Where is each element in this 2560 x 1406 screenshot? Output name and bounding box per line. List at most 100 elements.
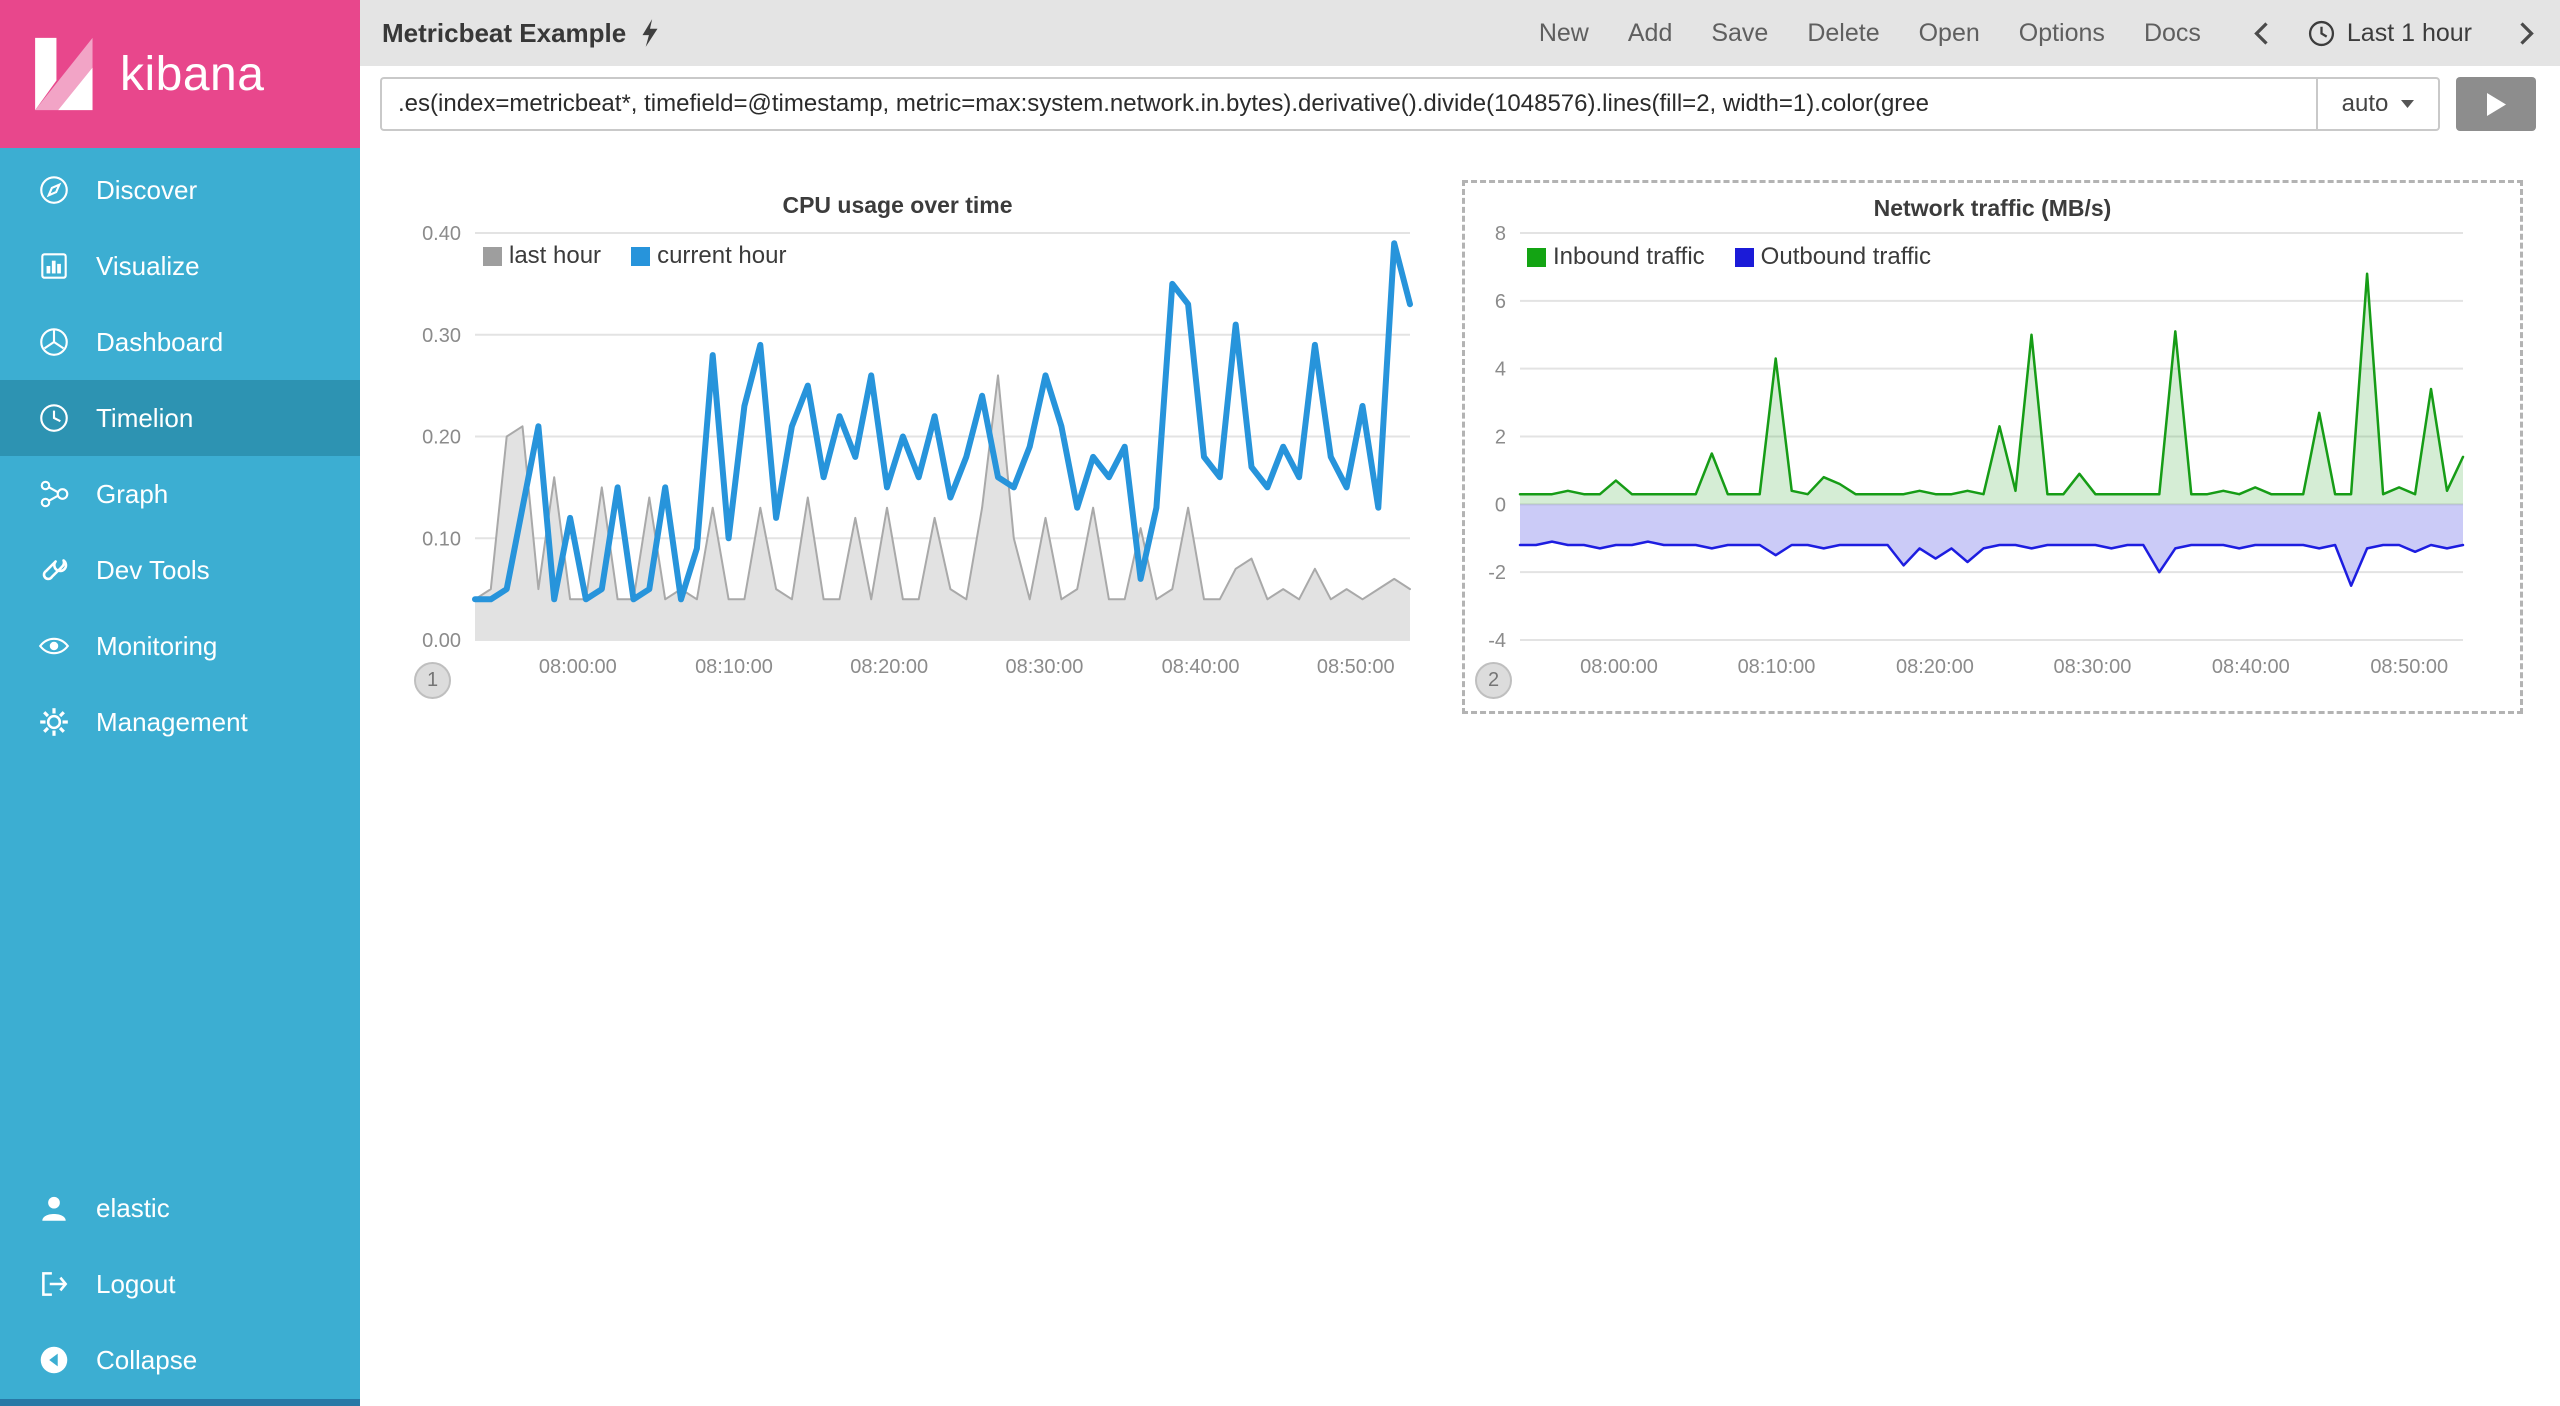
sidebar-item-label: Dashboard: [96, 326, 224, 357]
menu-item-new[interactable]: New: [1538, 18, 1589, 47]
svg-text:08:50:00: 08:50:00: [1317, 656, 1395, 678]
lightning-icon: [642, 19, 658, 47]
collapse-icon: [36, 1342, 72, 1378]
sidebar-item-logout[interactable]: Logout: [0, 1246, 360, 1322]
menu-item-docs[interactable]: Docs: [2143, 18, 2201, 47]
legend-item-inbound[interactable]: Inbound traffic: [1527, 243, 1705, 271]
chevron-left-icon: [2254, 21, 2268, 45]
svg-text:0.30: 0.30: [422, 325, 461, 347]
svg-text:0.10: 0.10: [422, 528, 461, 550]
legend-item-outbound[interactable]: Outbound traffic: [1734, 243, 1932, 271]
svg-text:8: 8: [1495, 223, 1506, 245]
sidebar-bottom-strip: [0, 1399, 360, 1406]
legend-swatch: [1734, 247, 1754, 267]
chart-title: CPU usage over time: [782, 192, 1013, 218]
svg-text:08:20:00: 08:20:00: [850, 656, 928, 678]
svg-text:-4: -4: [1488, 630, 1506, 652]
user-icon: [36, 1190, 72, 1226]
svg-text:08:30:00: 08:30:00: [1005, 656, 1083, 678]
wrench-icon: [36, 552, 72, 588]
sidebar-item-discover[interactable]: Discover: [0, 152, 360, 228]
legend-item-last-hour[interactable]: last hour: [483, 242, 601, 270]
timelion-panel-2[interactable]: Network traffic (MB/s) -4 -2 0 2 4 6 8 08:00:00…: [1462, 180, 2523, 714]
sidebar-item-monitoring[interactable]: Monitoring: [0, 608, 360, 684]
svg-text:08:00:00: 08:00:00: [1580, 656, 1658, 678]
sidebar-item-collapse[interactable]: Collapse: [0, 1322, 360, 1398]
svg-text:0.20: 0.20: [422, 427, 461, 449]
topbar-menu: New Add Save Delete Open Options Docs: [1539, 19, 2534, 48]
sidebar-item-graph[interactable]: Graph: [0, 456, 360, 532]
sidebar-item-dashboard[interactable]: Dashboard: [0, 304, 360, 380]
bar-chart-icon: [36, 248, 72, 284]
network-traffic-chart: -4 -2 0 2 4 6 8 08:00:00 08:10:00 08:20:00 08:30:0…: [1488, 223, 2465, 678]
sidebar-item-management[interactable]: Management: [0, 684, 360, 760]
interval-value: auto: [2341, 90, 2389, 117]
sidebar-footer: elastic Logout: [0, 1170, 360, 1406]
sidebar-item-label: Dev Tools: [96, 554, 210, 585]
graph-icon: [36, 476, 72, 512]
kibana-logo[interactable]: kibana: [0, 0, 360, 148]
legend-label: last hour: [509, 242, 602, 269]
timepicker-button[interactable]: Last 1 hour: [2308, 19, 2472, 48]
legend-swatch: [631, 246, 651, 266]
time-next-button[interactable]: [2519, 21, 2534, 46]
svg-text:0.40: 0.40: [422, 223, 461, 245]
svg-text:-2: -2: [1488, 562, 1506, 584]
menu-item-save[interactable]: Save: [1711, 18, 1769, 47]
sidebar-item-label: Graph: [96, 478, 169, 509]
sheet-title-text: Metricbeat Example: [382, 17, 627, 48]
menu-item-add[interactable]: Add: [1627, 18, 1673, 47]
sidebar-item-timelion[interactable]: Timelion: [0, 380, 360, 456]
eye-icon: [36, 628, 72, 664]
svg-text:08:00:00: 08:00:00: [539, 656, 617, 678]
svg-text:2: 2: [1495, 427, 1506, 449]
timelion-icon: [36, 400, 72, 436]
sidebar-item-label: Management: [96, 706, 248, 737]
menu-item-delete[interactable]: Delete: [1807, 18, 1880, 47]
chart-title: Network traffic (MB/s): [1873, 195, 2112, 221]
menu-item-options[interactable]: Options: [2018, 18, 2105, 47]
svg-text:0: 0: [1495, 494, 1506, 516]
svg-text:08:50:00: 08:50:00: [2370, 656, 2448, 678]
run-expression-button[interactable]: [2456, 77, 2536, 131]
svg-text:08:30:00: 08:30:00: [2053, 656, 2131, 678]
svg-text:08:40:00: 08:40:00: [2212, 656, 2290, 678]
logout-icon: [36, 1266, 72, 1302]
sidebar: kibana Discover: [0, 0, 360, 1406]
sidebar-item-label: Collapse: [96, 1344, 198, 1375]
topbar: Metricbeat Example New Add Save Delete O…: [360, 0, 2560, 66]
svg-text:08:10:00: 08:10:00: [1738, 656, 1816, 678]
panel-number-badge: 1: [414, 662, 451, 699]
gear-icon: [36, 704, 72, 740]
legend-swatch: [483, 246, 502, 266]
chevron-right-icon: [2520, 21, 2534, 45]
svg-text:08:20:00: 08:20:00: [1896, 656, 1974, 678]
chart-legend: Inbound traffic Outbound traffic: [1527, 243, 1931, 271]
play-icon: [2486, 92, 2506, 116]
sidebar-item-visualize[interactable]: Visualize: [0, 228, 360, 304]
kibana-logo-icon: [35, 37, 93, 111]
interval-select[interactable]: auto: [2316, 77, 2440, 131]
sidebar-item-user-elastic[interactable]: elastic: [0, 1170, 360, 1246]
chart-legend: last hour current hour: [483, 242, 786, 270]
sheet-title: Metricbeat Example: [382, 18, 660, 49]
legend-item-current-hour[interactable]: current hour: [631, 242, 786, 270]
kibana-logo-text: kibana: [120, 47, 265, 101]
sidebar-item-label: Visualize: [96, 250, 200, 281]
svg-text:0.00: 0.00: [422, 630, 461, 652]
timelion-sheet: CPU usage over time 0.00 0.10 0.20 0.30 0.40…: [360, 180, 2560, 714]
dashboard-icon: [36, 324, 72, 360]
sidebar-item-label: Timelion: [96, 402, 194, 433]
query-bar: auto: [380, 77, 2536, 131]
legend-label: Outbound traffic: [1760, 243, 1932, 270]
legend-label: current hour: [657, 242, 787, 269]
svg-text:08:40:00: 08:40:00: [1162, 656, 1240, 678]
chevron-down-icon: [2401, 100, 2415, 108]
menu-item-open[interactable]: Open: [1918, 18, 1980, 47]
timelion-panel-1[interactable]: CPU usage over time 0.00 0.10 0.20 0.30 0.40…: [380, 180, 1415, 714]
sidebar-item-label: Monitoring: [96, 630, 218, 661]
legend-label: Inbound traffic: [1553, 243, 1705, 270]
timelion-expression-input[interactable]: [380, 77, 2316, 131]
time-prev-button[interactable]: [2254, 21, 2269, 46]
sidebar-item-dev-tools[interactable]: Dev Tools: [0, 532, 360, 608]
